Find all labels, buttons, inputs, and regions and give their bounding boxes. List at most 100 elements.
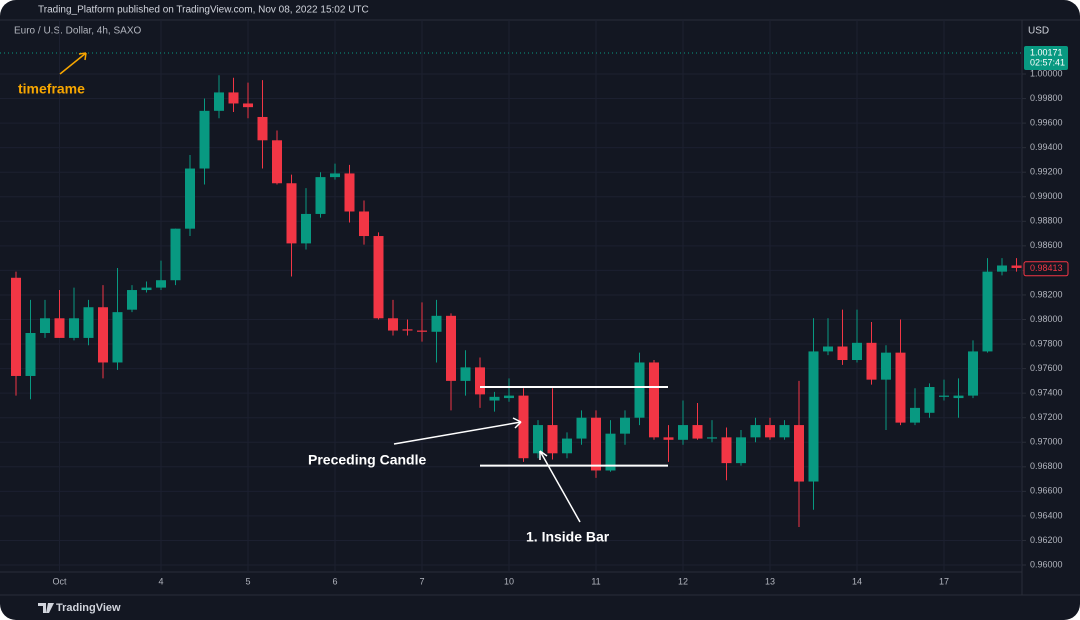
candle-body	[707, 437, 717, 439]
price-label-box	[1024, 46, 1068, 71]
logo-icon	[38, 603, 54, 613]
candle-body	[25, 333, 36, 376]
header-text: Trading_Platform published on TradingVie…	[38, 5, 369, 16]
candle-body	[156, 280, 166, 288]
candle-body	[1011, 265, 1022, 268]
annotations: timeframe Preceding Candle 1. Inside Bar	[18, 52, 668, 545]
candle-body	[504, 395, 514, 399]
price-label-box	[1023, 261, 1069, 277]
candle-body	[881, 352, 891, 380]
y-tick-label: 0.96000	[1030, 559, 1063, 569]
arrow	[539, 450, 581, 523]
candle-body	[750, 425, 761, 438]
candle-body	[982, 271, 993, 352]
x-tick-label: 12	[678, 576, 688, 586]
candle-body	[54, 318, 65, 338]
candle-body	[475, 367, 485, 395]
grid	[0, 20, 1022, 572]
candle-body	[98, 307, 108, 363]
arrow	[393, 421, 522, 445]
candle-body	[808, 351, 819, 482]
candle-body	[591, 417, 601, 471]
candle-body	[315, 177, 326, 214]
price-label: 1.00171	[1030, 47, 1063, 57]
candle-body	[678, 425, 688, 440]
candle-body	[924, 387, 935, 413]
candle-body	[576, 417, 587, 439]
candle-body	[40, 318, 50, 334]
annotation: Preceding Candle	[308, 452, 426, 468]
candle-body	[765, 425, 775, 438]
x-tick-label: 10	[504, 576, 514, 586]
x-tick-label: 11	[591, 576, 600, 586]
price-label: 0.98413	[1030, 263, 1063, 273]
candle-body	[837, 346, 848, 361]
candle-body	[779, 425, 790, 438]
candles	[11, 75, 1022, 527]
candle-body	[823, 346, 833, 352]
x-tick-label: 7	[419, 576, 424, 586]
countdown: 02:57:41	[1030, 57, 1065, 67]
candle-body	[286, 183, 297, 244]
y-tick-label: 0.97600	[1030, 363, 1063, 373]
y-tick-label: 0.96800	[1030, 461, 1063, 471]
currency: USD	[1028, 26, 1049, 37]
candle-body	[112, 312, 123, 363]
y-tick-label: 0.96200	[1030, 535, 1063, 545]
y-tick-label: 1.00000	[1030, 68, 1063, 78]
candle-body	[910, 407, 920, 423]
candle-body	[620, 417, 630, 434]
y-tick-label: 0.97000	[1030, 437, 1063, 447]
y-tick-label: 0.97200	[1030, 412, 1063, 422]
arrow-head	[512, 417, 522, 429]
candle-body	[852, 342, 862, 361]
x-tick-label: 14	[852, 576, 862, 586]
symbol: Euro / U.S. Dollar, 4h, SAXO	[14, 26, 141, 37]
candle-body	[272, 140, 282, 184]
candle-body	[547, 425, 558, 454]
candle-body	[489, 396, 500, 401]
candle-body	[953, 395, 964, 399]
candle-body	[895, 352, 906, 423]
y-tick-label: 0.97800	[1030, 338, 1063, 348]
candle-body	[634, 362, 645, 418]
candle-body	[649, 362, 659, 438]
candle-body	[199, 110, 210, 169]
y-tick-label: 0.96400	[1030, 510, 1063, 520]
candle-body	[533, 425, 543, 454]
candle-body	[373, 236, 384, 319]
candle-body	[243, 103, 253, 108]
candle-body	[69, 318, 79, 338]
annotation: timeframe	[18, 81, 85, 97]
y-tick-label: 0.99400	[1030, 142, 1063, 152]
candle-body	[330, 173, 340, 178]
y-tick-label: 0.98000	[1030, 314, 1063, 324]
candle-body	[127, 290, 137, 310]
candle-body	[359, 211, 369, 237]
candle-body	[446, 315, 456, 381]
candle-body	[170, 228, 181, 281]
candle-body	[968, 351, 978, 396]
candle-body	[736, 437, 746, 464]
y-tick-label: 0.97400	[1030, 388, 1063, 398]
x-tick-label: 5	[245, 576, 250, 586]
y-tick-label: 0.99800	[1030, 93, 1063, 103]
candle-body	[518, 395, 529, 459]
x-tick-label: 4	[158, 576, 163, 586]
y-tick-label: 0.99000	[1030, 191, 1063, 201]
candle-body	[228, 92, 239, 104]
annotation: 1. Inside Bar	[526, 529, 610, 545]
candle-body	[794, 425, 804, 482]
candle-body	[11, 277, 21, 376]
y-tick-label: 0.98600	[1030, 240, 1063, 250]
candle-body	[460, 367, 471, 381]
candle-body	[939, 395, 949, 397]
arrow-head	[78, 52, 87, 61]
candle-body	[605, 433, 616, 471]
candle-body	[663, 437, 674, 440]
arrow-head	[539, 450, 548, 460]
y-tick-label: 0.96600	[1030, 486, 1063, 496]
